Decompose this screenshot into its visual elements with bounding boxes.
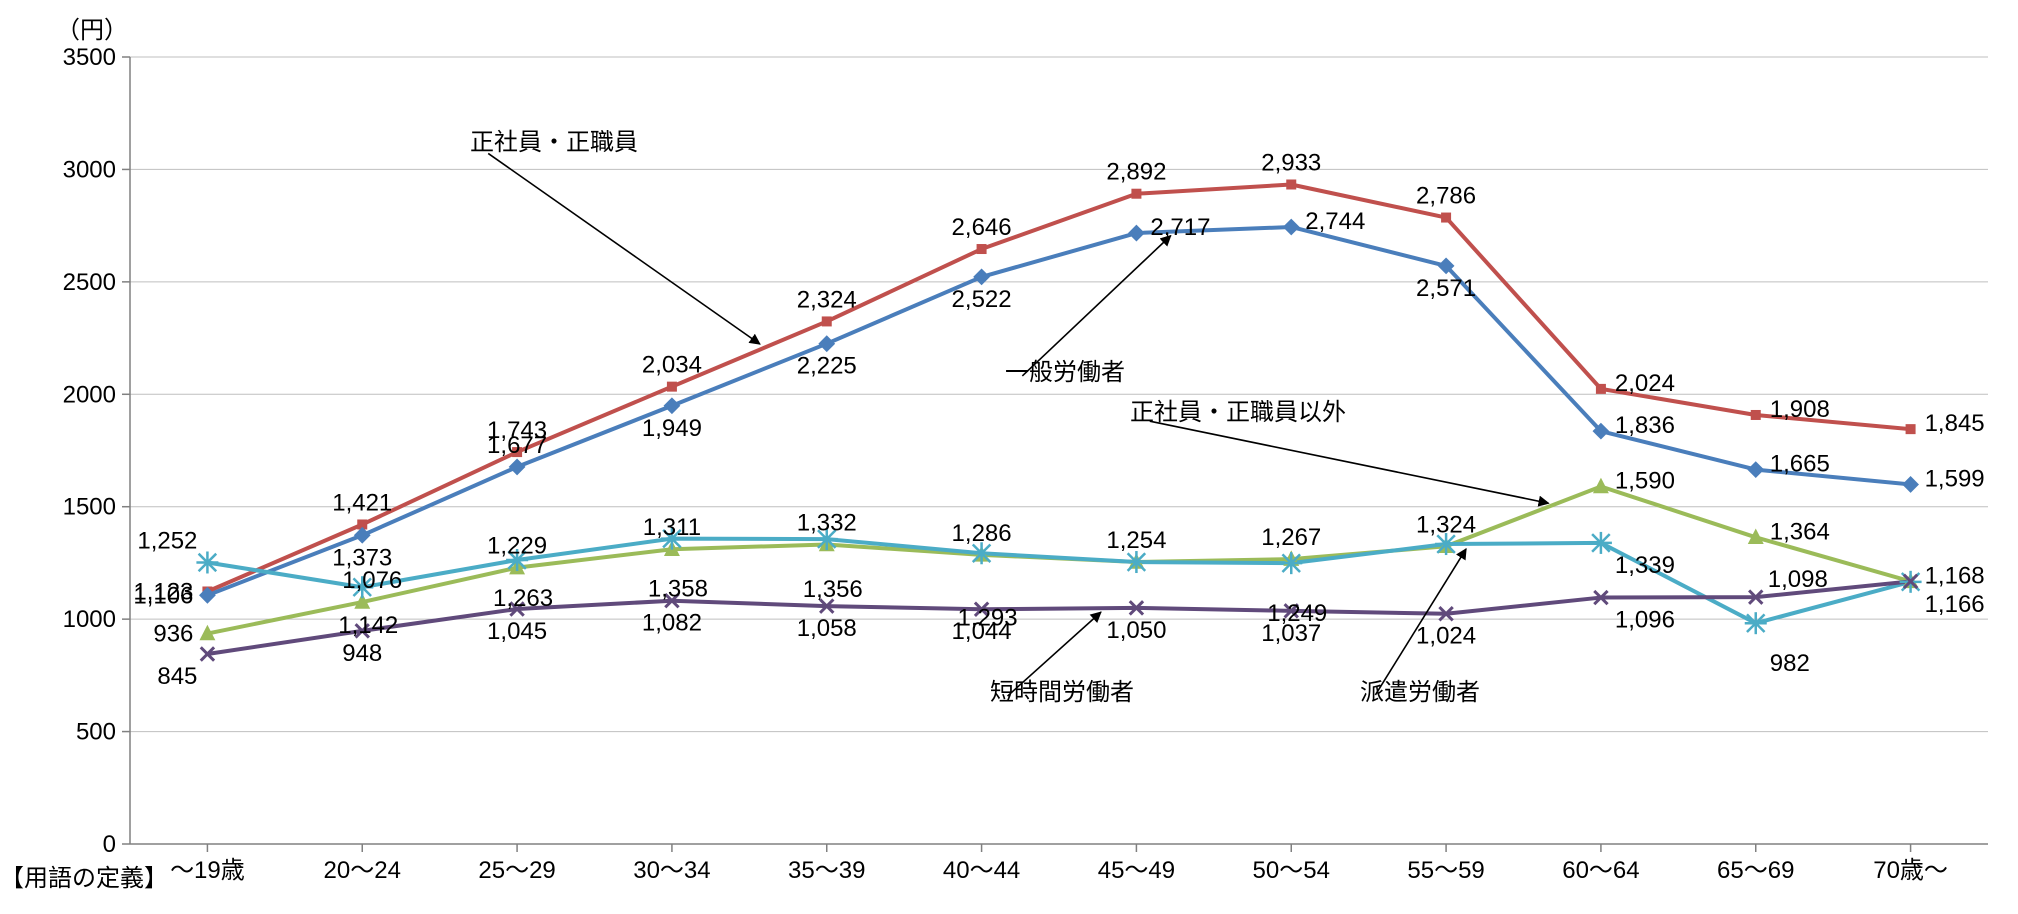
- svg-text:3000: 3000: [63, 156, 116, 183]
- data-label: 1,665: [1770, 451, 1830, 478]
- data-label: 1,356: [803, 576, 863, 603]
- data-label: 1,949: [642, 415, 702, 442]
- svg-text:30～34: 30～34: [633, 857, 710, 884]
- annotation-label: 一般労働者: [1005, 359, 1125, 386]
- data-label: 1,311: [643, 514, 701, 541]
- data-label: 982: [1770, 650, 1810, 677]
- svg-text:3500: 3500: [63, 44, 116, 71]
- svg-text:0: 0: [103, 831, 116, 858]
- data-label: 1,045: [487, 618, 547, 645]
- svg-text:40～44: 40～44: [943, 857, 1020, 884]
- wage-by-age-line-chart: （円） 【用語の定義】 0 500 1000 1500 2000 2500 3000 3500…: [0, 0, 2018, 914]
- svg-text:60～64: 60～64: [1562, 857, 1639, 884]
- data-label: 1,267: [1261, 524, 1321, 551]
- data-label: 845: [157, 663, 197, 690]
- svg-text:25～29: 25～29: [478, 857, 555, 884]
- annotation-arrow: [488, 153, 760, 344]
- data-label: 948: [342, 640, 382, 667]
- data-label: 1,252: [137, 527, 197, 554]
- annotation-arrow: [1150, 421, 1549, 503]
- svg-text:500: 500: [76, 719, 116, 746]
- data-label: 1,263: [493, 585, 553, 612]
- data-label: 2,024: [1615, 370, 1675, 397]
- data-label: 1,229: [487, 533, 547, 560]
- footer-definitions-label: 【用語の定義】: [0, 858, 168, 893]
- data-label: 2,933: [1261, 149, 1321, 176]
- annotation-arrow: [1022, 236, 1170, 376]
- data-label: 1,908: [1770, 396, 1830, 423]
- data-label: 2,225: [797, 353, 857, 380]
- data-label: 1,836: [1615, 412, 1675, 439]
- chart-svg: 0 500 1000 1500 2000 2500 3000 3500 ～19歳 20～24 25～…: [0, 0, 2018, 914]
- svg-text:50～54: 50～54: [1253, 857, 1330, 884]
- data-label: 1,677: [487, 432, 547, 459]
- data-label: 1,024: [1416, 623, 1476, 650]
- svg-text:45～49: 45～49: [1098, 857, 1175, 884]
- data-label: 1,590: [1615, 467, 1675, 494]
- data-label: 936: [153, 621, 193, 648]
- data-label: 1,050: [1106, 617, 1166, 644]
- data-label: 1,142: [338, 612, 398, 639]
- data-label: 1,332: [797, 509, 857, 536]
- svg-text:55～59: 55～59: [1407, 857, 1484, 884]
- data-label: 1,096: [1615, 607, 1675, 634]
- data-label: 1,845: [1925, 410, 1985, 437]
- svg-text:65～69: 65～69: [1717, 857, 1794, 884]
- data-label: 1,106: [133, 582, 193, 609]
- svg-text:20～24: 20～24: [324, 857, 401, 884]
- annotation-label: 短時間労働者: [990, 679, 1134, 706]
- data-label: 1,358: [648, 576, 708, 603]
- data-label: 1,599: [1925, 465, 1985, 492]
- svg-text:1500: 1500: [63, 494, 116, 521]
- data-label: 1,324: [1416, 511, 1476, 538]
- data-label: 2,646: [952, 214, 1012, 241]
- data-label: 1,082: [642, 610, 702, 637]
- svg-text:2000: 2000: [63, 381, 116, 408]
- data-label: 2,786: [1416, 183, 1476, 210]
- data-label: 1,286: [952, 520, 1012, 547]
- data-label: 2,892: [1106, 159, 1166, 186]
- svg-text:2500: 2500: [63, 269, 116, 296]
- data-label: 2,324: [797, 286, 857, 313]
- data-label: 1,421: [332, 489, 392, 516]
- data-label: 1,058: [797, 615, 857, 642]
- data-label: 1,076: [342, 567, 402, 594]
- annotation-label: 正社員・正職員以外: [1130, 399, 1346, 426]
- y-axis-unit-label: （円）: [56, 10, 128, 45]
- data-label: 2,744: [1305, 208, 1365, 235]
- data-label: 1,098: [1768, 566, 1828, 593]
- data-label: 1,168: [1925, 562, 1985, 589]
- data-label: 2,522: [952, 286, 1012, 313]
- svg-text:70歳～: 70歳～: [1873, 857, 1948, 884]
- data-label: 2,571: [1416, 275, 1476, 302]
- data-label: 2,034: [642, 352, 702, 379]
- annotation-label: 正社員・正職員: [470, 129, 638, 156]
- svg-text:35～39: 35～39: [788, 857, 865, 884]
- data-label: 1,166: [1925, 591, 1985, 618]
- data-label: 1,364: [1770, 518, 1830, 545]
- data-label: 1,037: [1261, 620, 1321, 647]
- data-label: 1,254: [1106, 527, 1166, 554]
- data-label: 1,044: [952, 618, 1012, 645]
- svg-text:～19歳: ～19歳: [170, 857, 245, 884]
- svg-text:1000: 1000: [63, 606, 116, 633]
- data-label: 1,339: [1615, 552, 1675, 579]
- data-label: 2,717: [1150, 214, 1210, 241]
- annotation-label: 派遣労働者: [1360, 679, 1480, 706]
